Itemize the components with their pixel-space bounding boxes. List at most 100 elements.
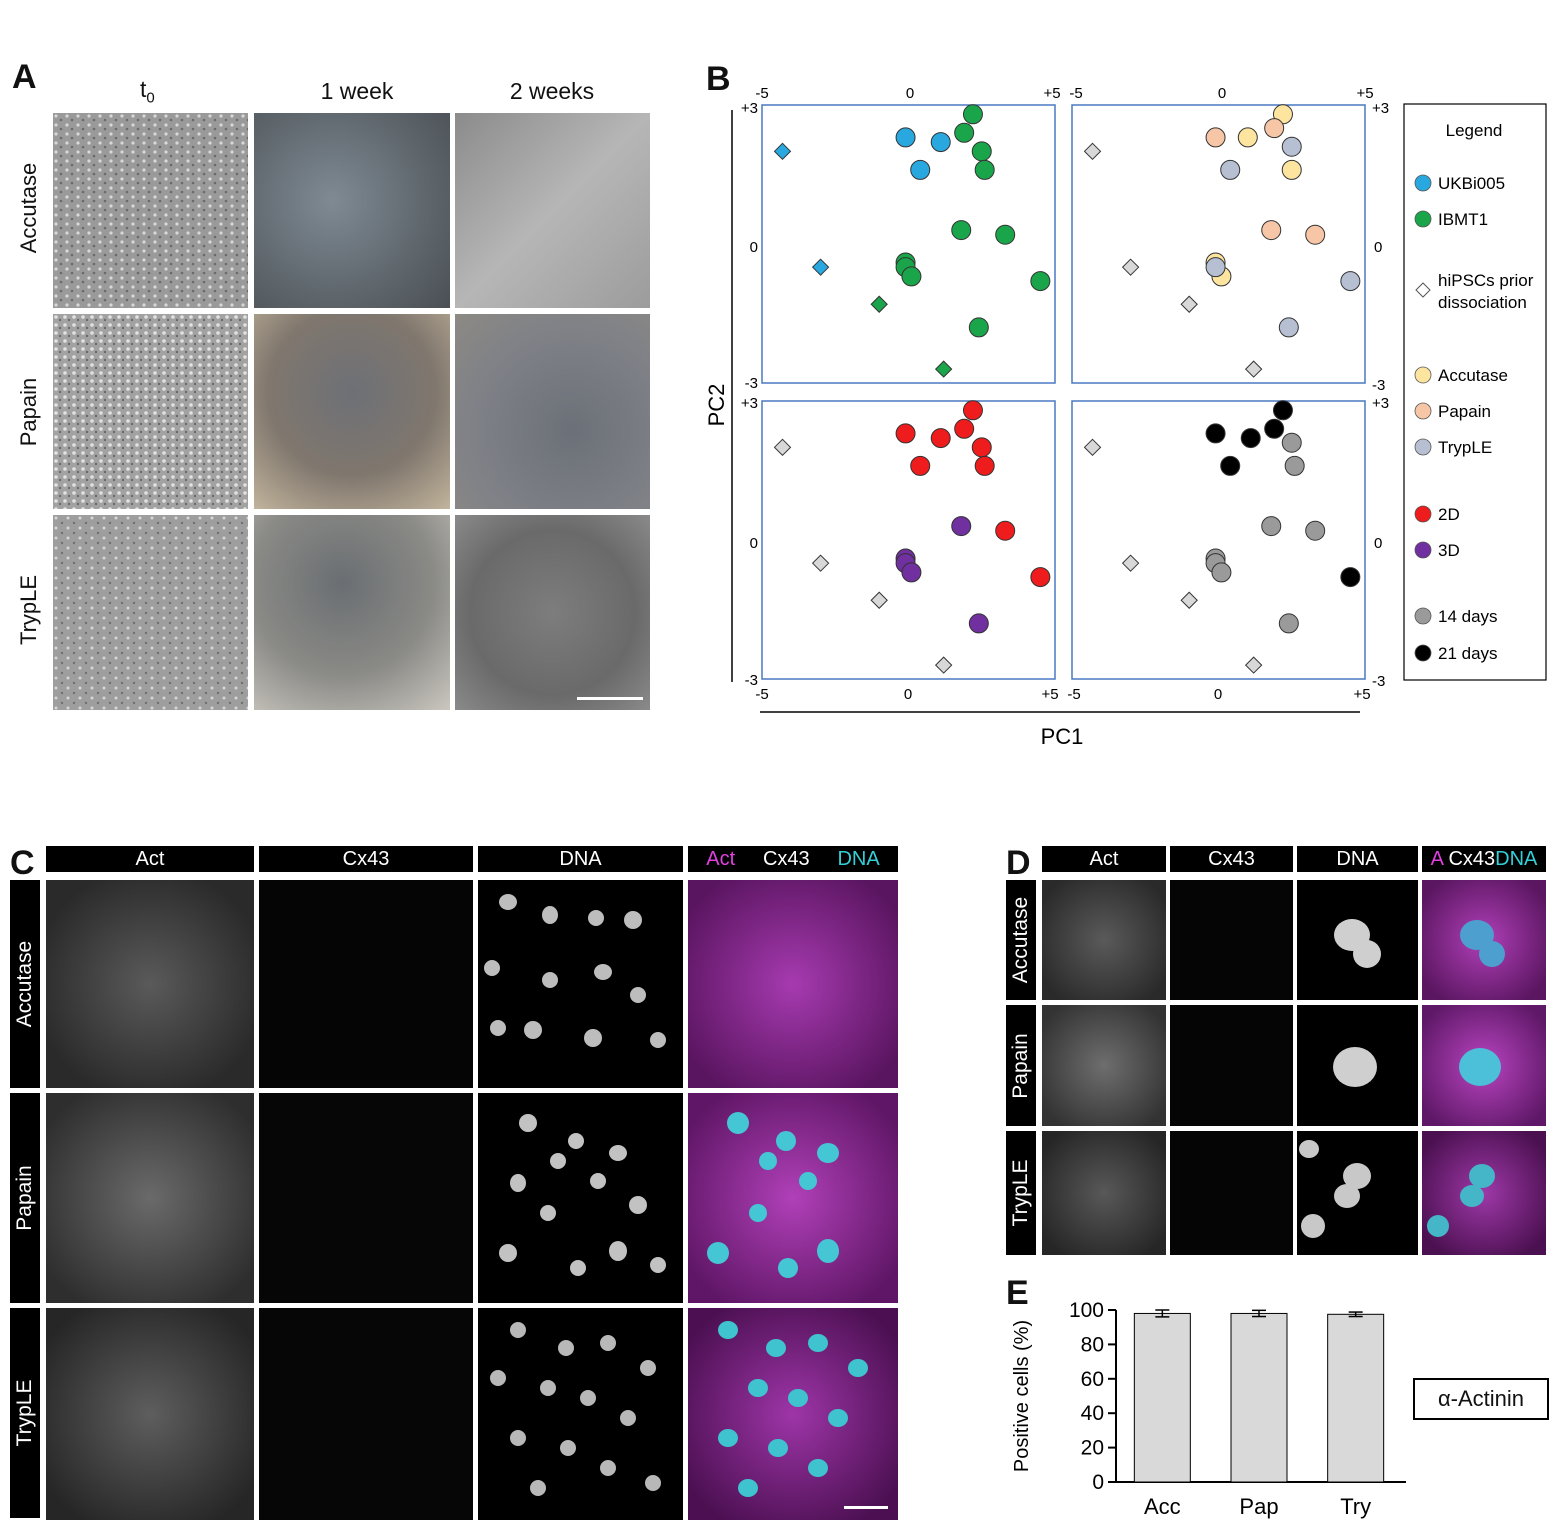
- legend-items: UKBi005 IBMT1 hiPSCs prior dissociation Accu…: [1414, 174, 1534, 663]
- panel-a-col-1week: 1 week: [320, 78, 394, 104]
- if-cx43-accutase: [259, 880, 473, 1088]
- pca-point-diamond: [811, 554, 830, 572]
- error-bar: [1252, 1309, 1266, 1318]
- top-tick-6: +5: [1356, 85, 1373, 102]
- if-dna-papain: [478, 1093, 683, 1303]
- pca-point-circle: [1205, 127, 1226, 148]
- pca-point-circle: [910, 159, 931, 180]
- legend-label: UKBi005: [1438, 174, 1505, 193]
- y-tick-label: 100: [1069, 1299, 1104, 1322]
- y-tick-label: 60: [1081, 1368, 1104, 1391]
- y-tick-label: 0: [1092, 1471, 1104, 1494]
- cells-pattern: [53, 113, 248, 308]
- panel-d-header-dna: DNA: [1297, 846, 1418, 872]
- panel-a-row-tryple: TrypLE: [16, 574, 41, 646]
- pca-point-circle: [1272, 400, 1293, 421]
- pca-point-circle: [930, 132, 951, 153]
- panel-c-header-merge: Act Cx43 DNA: [688, 846, 898, 872]
- panel-c-row-papain: Papain: [10, 1093, 40, 1303]
- merge-label-dna: DNA: [837, 848, 880, 870]
- subplot-frame-bottom-right: [1071, 400, 1366, 680]
- top-tick-1: -5: [755, 85, 768, 102]
- panel-c-header-cx43: Cx43: [259, 846, 473, 872]
- pca-point-circle: [1220, 159, 1241, 180]
- pca-point-circle: [1237, 127, 1258, 148]
- y-tick-label: 40: [1081, 1402, 1104, 1425]
- legend-label: 21 days: [1438, 644, 1498, 663]
- y-tick-label: 80: [1081, 1333, 1104, 1356]
- pca-point-circle: [895, 127, 916, 148]
- pca-point-circle: [951, 220, 972, 241]
- legend-marker-circle: [1414, 644, 1432, 662]
- pca-point-diamond: [1180, 591, 1198, 609]
- nuclei: [1333, 1047, 1377, 1087]
- pca-point-circle: [1281, 432, 1302, 453]
- pca-point-diamond: [1121, 258, 1140, 276]
- panel-c-header-act: Act: [46, 846, 254, 872]
- x-axis-title: PC1: [1041, 724, 1084, 749]
- micrograph-tryple-t0: [53, 515, 248, 710]
- if-d-cx43-tryple: [1170, 1131, 1293, 1255]
- x-tick-label: Pap: [1239, 1494, 1278, 1519]
- if-merge-accutase: [688, 880, 898, 1088]
- if-cx43-papain: [259, 1093, 473, 1303]
- legend-marker-circle: [1414, 541, 1432, 559]
- merge-label-act: Act: [706, 848, 736, 870]
- pca-point-circle: [1340, 567, 1361, 588]
- cells-pattern: [53, 314, 248, 509]
- panel-d-header-merge: A Cx43DNA: [1422, 846, 1546, 872]
- bar: [1327, 1313, 1385, 1483]
- pca-point-circle: [954, 418, 975, 439]
- if-merge-tryple: [688, 1308, 898, 1520]
- panel-d-header-act: Act: [1042, 846, 1166, 872]
- nuclei: [1299, 1140, 1371, 1238]
- top-tick-4: -5: [1069, 85, 1082, 102]
- if-d-dna-tryple: [1297, 1131, 1418, 1255]
- pca-point-diamond: [1083, 142, 1102, 161]
- legend-marker-circle: [1414, 210, 1432, 228]
- merge-label-dna: DNA: [1495, 848, 1538, 870]
- pca-point-circle: [1278, 317, 1299, 338]
- pca-point-circle: [1305, 224, 1326, 245]
- if-act-accutase: [46, 880, 254, 1088]
- right-tick-6: -3: [1372, 673, 1385, 690]
- legend-box: [1403, 103, 1547, 681]
- micrograph-accutase-t0: [53, 113, 248, 308]
- legend-label: 2D: [1438, 505, 1460, 524]
- error-bar: [1348, 1311, 1363, 1318]
- panel-e-letter: E: [1006, 1274, 1029, 1312]
- legend-marker-circle: [1414, 366, 1432, 384]
- panel-d-row-papain: Papain: [1006, 1005, 1036, 1126]
- if-d-merge-accutase: [1422, 880, 1546, 1000]
- merge-label-act: A: [1430, 848, 1443, 870]
- y-ticks: 0 20 40 60 80 100: [1069, 1299, 1116, 1494]
- pca-point-circle: [1205, 257, 1226, 278]
- panel-d-row-accutase: Accutase: [1006, 880, 1036, 1000]
- legend-marker-circle: [1414, 607, 1432, 625]
- legend-label: TrypLE: [1438, 438, 1492, 457]
- if-dna-accutase: [478, 880, 683, 1088]
- alpha-actinin-bar-chart: Positive cells (%) 0 20 40 60 80 100 Acc Pap Tr…: [1011, 1299, 1406, 1519]
- bar: [1230, 1312, 1288, 1483]
- left-tick-2: 0: [750, 239, 758, 256]
- row-label: Papain: [1009, 1032, 1032, 1099]
- panel-a-letter: A: [12, 58, 37, 96]
- pca-point-circle: [901, 266, 922, 287]
- legend-marker-circle: [1414, 438, 1432, 456]
- pca-point-circle: [1211, 562, 1232, 583]
- pca-point-circle: [974, 455, 995, 476]
- if-d-act-accutase: [1042, 880, 1166, 1000]
- merge-label-cx43: Cx43: [762, 848, 810, 870]
- if-d-cx43-accutase: [1170, 880, 1293, 1000]
- panel-a-row-papain: Papain: [16, 377, 41, 447]
- pca-point-circle: [1264, 118, 1285, 139]
- legend-label: hiPSCs prior: [1438, 271, 1534, 290]
- left-tick-1: +3: [741, 100, 758, 117]
- pca-point-circle: [895, 423, 916, 444]
- row-label: TrypLE: [13, 1379, 36, 1447]
- pca-point-circle: [974, 159, 995, 180]
- alpha-actinin-label-box: α-Actinin: [1413, 1378, 1549, 1420]
- if-d-dna-accutase: [1297, 880, 1418, 1000]
- pca-point-circle: [954, 122, 975, 143]
- top-tick-2: 0: [906, 85, 914, 102]
